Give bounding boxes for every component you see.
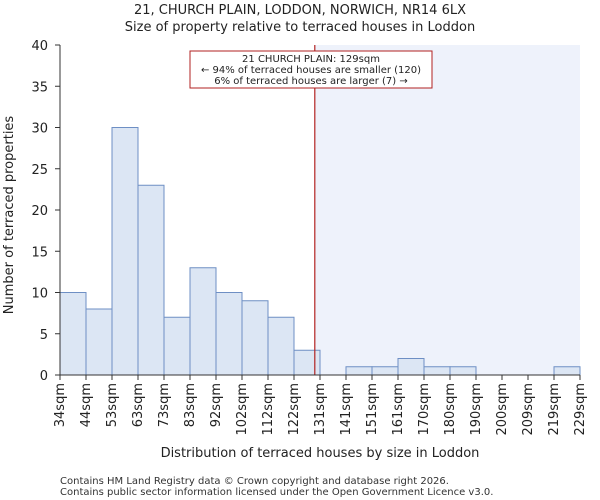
larger-properties-region (314, 45, 580, 375)
bar-83sqm (189, 267, 217, 376)
x-tick-label-151sqm: 151sqm (365, 383, 380, 436)
y-axis-label: Number of terraced properties (2, 116, 17, 315)
y-tick-label-5: 5 (40, 328, 48, 343)
y-tick-label-25: 25 (31, 163, 48, 178)
x-ticks: 34sqm 44sqm 53sqm 63sqm 73sqm 83sqm 92sqm 102sq… (53, 375, 588, 436)
bar-161sqm (397, 358, 425, 376)
bar-170sqm (423, 366, 451, 376)
bar-141sqm (345, 366, 373, 376)
y-tick-label-20: 20 (31, 204, 48, 219)
x-tick-label-34sqm: 34sqm (53, 383, 68, 427)
x-tick-label-122sqm: 122sqm (287, 383, 302, 436)
y-tick-label-15: 15 (31, 245, 48, 260)
x-tick-label-131sqm: 131sqm (313, 383, 328, 436)
annotation-box: 21 CHURCH PLAIN: 129sqm ← 94% of terrace… (189, 50, 433, 89)
bar-151sqm (371, 366, 399, 376)
bar-63sqm (137, 184, 165, 376)
footer-line-1: Contains HM Land Registry data © Crown c… (60, 476, 449, 487)
x-tick-label-219sqm: 219sqm (547, 383, 562, 436)
bar-53sqm (111, 127, 139, 376)
x-tick-label-170sqm: 170sqm (417, 383, 432, 436)
y-tick-label-40: 40 (31, 39, 48, 54)
x-tick-label-229sqm: 229sqm (573, 383, 588, 436)
x-tick-label-161sqm: 161sqm (391, 383, 406, 436)
annotation-line-2: ← 94% of terraced houses are smaller (12… (201, 65, 421, 76)
bar-92sqm (215, 292, 243, 376)
x-tick-label-102sqm: 102sqm (235, 383, 250, 436)
x-tick-label-53sqm: 53sqm (105, 383, 120, 427)
x-tick-label-73sqm: 73sqm (157, 383, 172, 427)
x-tick-label-63sqm: 63sqm (131, 383, 146, 427)
bars (59, 127, 581, 376)
x-tick-label-180sqm: 180sqm (443, 383, 458, 436)
x-tick-label-141sqm: 141sqm (339, 383, 354, 436)
y-tick-label-30: 30 (31, 122, 48, 137)
x-tick-label-190sqm: 190sqm (469, 383, 484, 436)
y-tick-label-35: 35 (31, 80, 48, 95)
footer-line-2: Contains public sector information licen… (60, 487, 493, 498)
x-tick-label-209sqm: 209sqm (521, 383, 536, 436)
bar-219sqm (553, 366, 581, 376)
y-tick-label-10: 10 (31, 287, 48, 302)
bar-102sqm (241, 300, 269, 376)
x-tick-label-112sqm: 112sqm (261, 383, 276, 436)
x-tick-label-83sqm: 83sqm (183, 383, 198, 427)
bar-34sqm (59, 292, 87, 376)
x-axis-label: Distribution of terraced houses by size … (161, 446, 480, 461)
x-tick-label-92sqm: 92sqm (209, 383, 224, 427)
bar-73sqm (163, 316, 191, 376)
annotation-line-3: 6% of terraced houses are larger (7) → (214, 76, 408, 87)
annotation-box-frame (189, 50, 433, 89)
y-ticks: 0 5 10 15 20 25 30 35 40 (31, 39, 60, 384)
annotation-line-1: 21 CHURCH PLAIN: 129sqm (242, 54, 380, 65)
bar-44sqm (85, 308, 113, 376)
chart-subtitle: Size of property relative to terraced ho… (125, 20, 475, 35)
x-tick-label-200sqm: 200sqm (495, 383, 510, 436)
bar-112sqm (267, 316, 295, 376)
x-tick-label-44sqm: 44sqm (79, 383, 94, 427)
y-tick-label-0: 0 (40, 369, 48, 384)
chart-title: 21, CHURCH PLAIN, LODDON, NORWICH, NR14 … (134, 3, 466, 18)
bar-180sqm (449, 366, 477, 376)
bar-122sqm (293, 349, 321, 376)
